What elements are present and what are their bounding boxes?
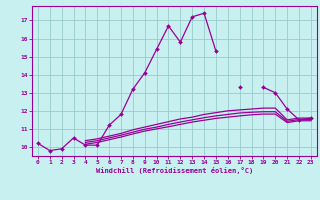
X-axis label: Windchill (Refroidissement éolien,°C): Windchill (Refroidissement éolien,°C) xyxy=(96,167,253,174)
